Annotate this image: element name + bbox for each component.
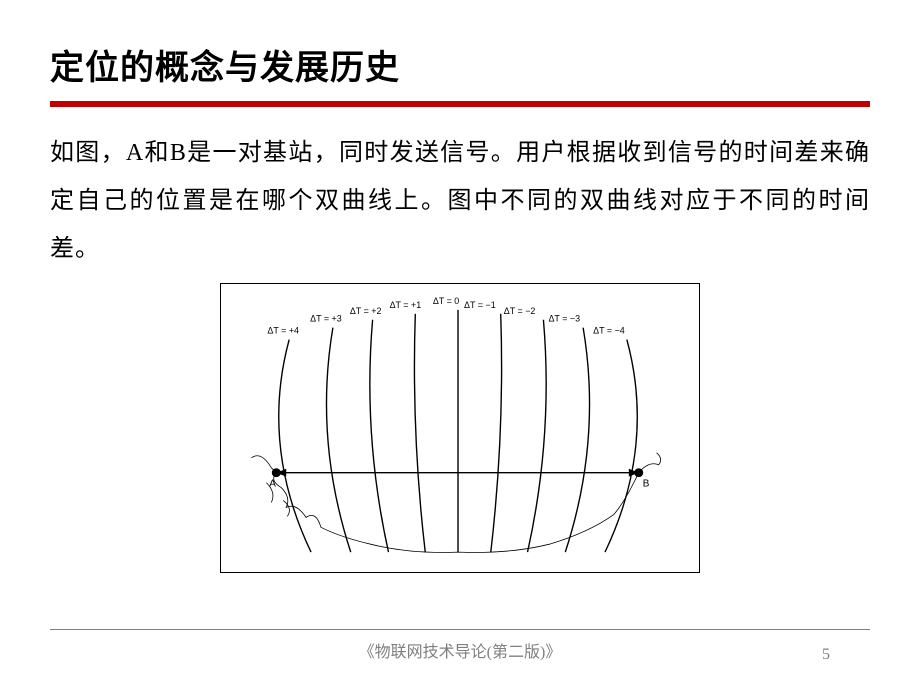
hyperbola-curves <box>279 310 638 552</box>
curve-label: ΔT = −2 <box>504 306 536 316</box>
curve-label: ΔT = −3 <box>548 314 580 324</box>
hyperbola-curve <box>605 340 637 553</box>
footer-text: 《物联网技术导论(第二版)》 <box>359 644 562 661</box>
curve-label: ΔT = 0 <box>433 296 459 306</box>
hyperbola-curve <box>370 320 389 552</box>
accent-bar <box>50 101 870 107</box>
page-number: 5 <box>822 646 830 664</box>
curve-label: ΔT = +3 <box>310 314 342 324</box>
footer: 《物联网技术导论(第二版)》 <box>0 629 920 662</box>
station-b-label: B <box>643 479 650 490</box>
coastline <box>251 453 660 553</box>
curve-label: ΔT = −4 <box>593 326 625 336</box>
hyperbola-curve <box>279 340 311 553</box>
slide-title: 定位的概念与发展历史 <box>50 40 870 89</box>
station-a-dot <box>272 468 281 477</box>
curve-label: ΔT = −1 <box>464 300 496 310</box>
hyperbola-curve <box>565 328 589 552</box>
hyperbola-curve <box>326 328 350 552</box>
station-b-dot <box>634 468 643 477</box>
hyperbola-curve <box>414 314 425 552</box>
hyperbola-diagram: A B ΔT = +4ΔT = +3ΔT = +2ΔT = +1ΔT = 0ΔT… <box>220 283 700 573</box>
hyperbola-curve <box>491 314 502 552</box>
curve-labels: ΔT = +4 ΔT = +3 ΔT = +2 ΔT = +1 ΔT = 0 ΔT = −… <box>267 296 624 336</box>
slide-container: 定位的概念与发展历史 如图，A和B是一对基站，同时发送信号。用户根据收到信号的时… <box>0 0 920 690</box>
body-paragraph: 如图，A和B是一对基站，同时发送信号。用户根据收到信号的时间差来确定自己的位置是… <box>50 129 870 273</box>
curve-label: ΔT = +4 <box>267 326 299 336</box>
station-a-label: A <box>269 479 276 490</box>
curve-label: ΔT = +2 <box>350 306 382 316</box>
footer-divider <box>50 629 870 630</box>
diagram-svg: A B ΔT = +4ΔT = +3ΔT = +2ΔT = +1ΔT = 0ΔT… <box>221 284 699 572</box>
hyperbola-curve <box>528 320 547 552</box>
curve-label: ΔT = +1 <box>390 300 422 310</box>
